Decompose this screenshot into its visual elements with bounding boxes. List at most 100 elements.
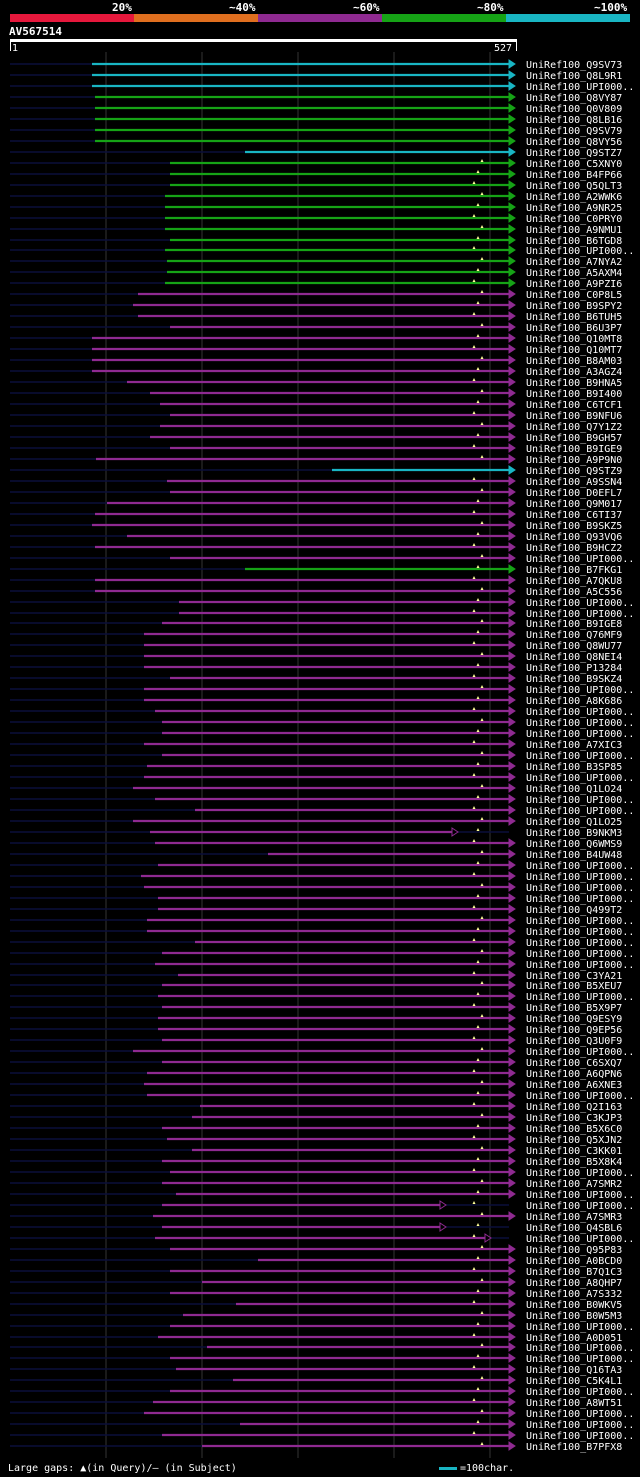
- hit-row[interactable]: UniRef100_Q10MT7: [10, 344, 622, 356]
- hit-name-link[interactable]: UniRef100_C6SXQ7: [526, 1058, 622, 1069]
- hit-row[interactable]: UniRef100_Q7Y1Z2: [10, 421, 622, 433]
- hit-name-link[interactable]: UniRef100_UPI000..: [526, 992, 634, 1003]
- hit-row[interactable]: UniRef100_Q6WMS9: [10, 838, 622, 850]
- hit-name-link[interactable]: UniRef100_B3SP85: [526, 762, 622, 773]
- hit-name-link[interactable]: UniRef100_Q2I163: [526, 1102, 622, 1113]
- hit-row[interactable]: UniRef100_B9HCZ2: [10, 542, 622, 554]
- hit-name-link[interactable]: UniRef100_A7SMR3: [526, 1212, 622, 1223]
- hit-row[interactable]: UniRef100_Q9M017: [10, 498, 622, 510]
- hit-row[interactable]: UniRef100_UPI000..: [10, 81, 634, 93]
- hit-name-link[interactable]: UniRef100_A7SMR2: [526, 1179, 622, 1190]
- hit-row[interactable]: UniRef100_Q9SV73: [10, 59, 622, 71]
- hit-name-link[interactable]: UniRef100_Q9STZ7: [526, 148, 622, 159]
- hit-name-link[interactable]: UniRef100_UPI000..: [526, 861, 634, 872]
- hit-row[interactable]: UniRef100_UPI000..: [10, 948, 634, 960]
- hit-row[interactable]: UniRef100_UPI000..: [10, 937, 634, 949]
- hit-row[interactable]: UniRef100_A9PZI6: [10, 278, 622, 290]
- hit-name-link[interactable]: UniRef100_B7FKG1: [526, 565, 622, 576]
- hit-name-link[interactable]: UniRef100_D0EFL7: [526, 488, 622, 499]
- hit-name-link[interactable]: UniRef100_B5X6C0: [526, 1124, 622, 1135]
- hit-name-link[interactable]: UniRef100_A8QHP7: [526, 1278, 622, 1289]
- hit-row[interactable]: UniRef100_Q93VQ6: [10, 531, 622, 543]
- hit-row[interactable]: UniRef100_C0P8L5: [10, 289, 622, 301]
- hit-name-link[interactable]: UniRef100_Q76MF9: [526, 630, 622, 641]
- hit-row[interactable]: UniRef100_Q1LO25: [10, 816, 622, 828]
- hit-row[interactable]: UniRef100_B6TGD8: [10, 235, 622, 247]
- hit-name-link[interactable]: UniRef100_Q9M017: [526, 499, 622, 510]
- hit-name-link[interactable]: UniRef100_UPI000..: [526, 685, 634, 696]
- hit-row[interactable]: UniRef100_UPI000..: [10, 1419, 634, 1431]
- hit-name-link[interactable]: UniRef100_A0BCD0: [526, 1256, 622, 1267]
- hit-name-link[interactable]: UniRef100_A8K686: [526, 696, 622, 707]
- hit-name-link[interactable]: UniRef100_Q0V809: [526, 104, 622, 115]
- hit-name-link[interactable]: UniRef100_UPI000..: [526, 1201, 634, 1212]
- hit-name-link[interactable]: UniRef100_UPI000..: [526, 894, 634, 905]
- hit-name-link[interactable]: UniRef100_UPI000..: [526, 1091, 634, 1102]
- hit-row[interactable]: UniRef100_A7S332: [10, 1288, 622, 1300]
- hit-name-link[interactable]: UniRef100_UPI000..: [526, 246, 634, 257]
- hit-name-link[interactable]: UniRef100_A9SSN4: [526, 477, 622, 488]
- hit-name-link[interactable]: UniRef100_A5C556: [526, 587, 622, 598]
- hit-name-link[interactable]: UniRef100_A3AGZ4: [526, 367, 622, 378]
- hit-row[interactable]: UniRef100_B9NKM3: [10, 827, 622, 839]
- hit-row[interactable]: UniRef100_Q8VY87: [10, 92, 622, 104]
- hit-name-link[interactable]: UniRef100_Q9STZ9: [526, 466, 622, 477]
- hit-name-link[interactable]: UniRef100_A9P9N0: [526, 455, 622, 466]
- hit-row[interactable]: UniRef100_UPI000..: [10, 717, 634, 729]
- hit-row[interactable]: UniRef100_C3KK01: [10, 1145, 622, 1157]
- hit-name-link[interactable]: UniRef100_C6TCF1: [526, 400, 622, 411]
- hit-name-link[interactable]: UniRef100_A2WWK6: [526, 192, 622, 203]
- hit-name-link[interactable]: UniRef100_C3KK01: [526, 1146, 622, 1157]
- hit-row[interactable]: UniRef100_Q4SBL6: [10, 1222, 622, 1234]
- hit-name-link[interactable]: UniRef100_Q4SBL6: [526, 1223, 622, 1234]
- hit-name-link[interactable]: UniRef100_B9GH57: [526, 433, 622, 444]
- hit-name-link[interactable]: UniRef100_C3YA21: [526, 971, 622, 982]
- hit-name-link[interactable]: UniRef100_A8WT51: [526, 1398, 622, 1409]
- hit-row[interactable]: UniRef100_B9IGE9: [10, 443, 622, 455]
- hit-row[interactable]: UniRef100_A6QPN6: [10, 1068, 622, 1080]
- hit-row[interactable]: UniRef100_UPI000..: [10, 728, 634, 740]
- hit-row[interactable]: UniRef100_UPI000..: [10, 608, 634, 620]
- hit-name-link[interactable]: UniRef100_UPI000..: [526, 1354, 634, 1365]
- hit-row[interactable]: UniRef100_C6TI37: [10, 509, 622, 521]
- hit-row[interactable]: UniRef100_B7PFX8: [10, 1441, 622, 1453]
- hit-name-link[interactable]: UniRef100_B5XEU7: [526, 981, 622, 992]
- hit-name-link[interactable]: UniRef100_B8AM03: [526, 356, 622, 367]
- hit-name-link[interactable]: UniRef100_B9SPY2: [526, 301, 622, 312]
- hit-row[interactable]: UniRef100_A5AXM4: [10, 267, 622, 279]
- hit-row[interactable]: UniRef100_UPI000..: [10, 926, 634, 938]
- hit-row[interactable]: UniRef100_C6TCF1: [10, 399, 622, 411]
- hit-name-link[interactable]: UniRef100_Q93VQ6: [526, 532, 622, 543]
- hit-name-link[interactable]: UniRef100_A7XIC3: [526, 740, 622, 751]
- hit-row[interactable]: UniRef100_UPI000..: [10, 1321, 634, 1333]
- hit-row[interactable]: UniRef100_C3KJP3: [10, 1112, 622, 1124]
- hit-name-link[interactable]: UniRef100_B5X8K4: [526, 1157, 622, 1168]
- hit-name-link[interactable]: UniRef100_B6TGD8: [526, 236, 622, 247]
- hit-row[interactable]: UniRef100_UPI000..: [10, 871, 634, 883]
- hit-name-link[interactable]: UniRef100_UPI000..: [526, 949, 634, 960]
- hit-name-link[interactable]: UniRef100_Q7Y1Z2: [526, 422, 622, 433]
- hit-row[interactable]: UniRef100_B5X6C0: [10, 1123, 622, 1135]
- hit-name-link[interactable]: UniRef100_UPI000..: [526, 1409, 634, 1420]
- hit-row[interactable]: UniRef100_UPI000..: [10, 1189, 634, 1201]
- hit-name-link[interactable]: UniRef100_B9IGE9: [526, 444, 622, 455]
- hit-row[interactable]: UniRef100_UPI000..: [10, 1233, 634, 1245]
- hit-row[interactable]: UniRef100_Q10MT8: [10, 333, 622, 345]
- hit-row[interactable]: UniRef100_C5XNY0: [10, 158, 622, 170]
- hit-name-link[interactable]: UniRef100_Q6WMS9: [526, 839, 622, 850]
- hit-row[interactable]: UniRef100_A2WWK6: [10, 191, 622, 203]
- hit-row[interactable]: UniRef100_UPI000..: [10, 597, 634, 609]
- hit-row[interactable]: UniRef100_UPI000..: [10, 805, 634, 817]
- hit-row[interactable]: UniRef100_A9NR25: [10, 202, 622, 214]
- hit-row[interactable]: UniRef100_UPI000..: [10, 1167, 634, 1179]
- hit-row[interactable]: UniRef100_UPI000..: [10, 1200, 634, 1212]
- hit-row[interactable]: UniRef100_Q5XJN2: [10, 1134, 622, 1146]
- hit-row[interactable]: UniRef100_A5C556: [10, 586, 622, 598]
- hit-name-link[interactable]: UniRef100_Q95P83: [526, 1245, 622, 1256]
- hit-row[interactable]: UniRef100_B4UW48: [10, 849, 622, 861]
- hit-row[interactable]: UniRef100_B9SKZ4: [10, 673, 622, 685]
- hit-row[interactable]: UniRef100_Q76MF9: [10, 629, 622, 641]
- hit-name-link[interactable]: UniRef100_UPI000..: [526, 927, 634, 938]
- hit-row[interactable]: UniRef100_UPI000..: [10, 750, 634, 762]
- hit-name-link[interactable]: UniRef100_B9NKM3: [526, 828, 622, 839]
